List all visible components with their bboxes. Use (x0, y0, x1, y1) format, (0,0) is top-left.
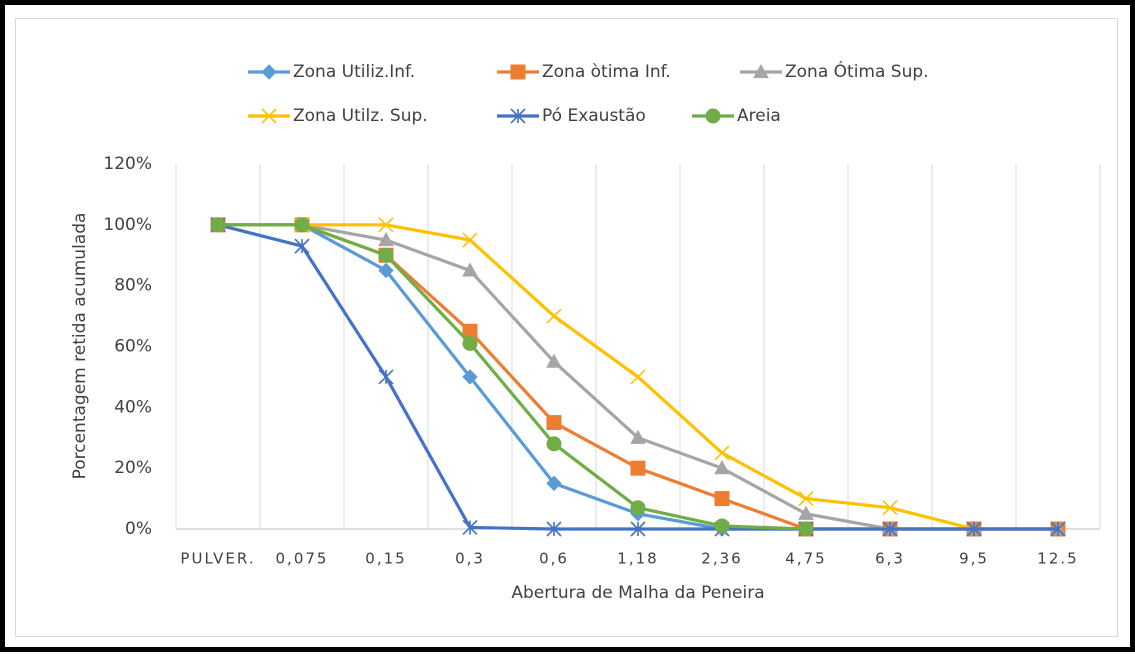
legend-label: Zona òtima Inf. (542, 62, 671, 82)
marker (798, 491, 814, 507)
marker (261, 108, 277, 124)
marker (546, 475, 562, 492)
x-tick-label: 9,5 (959, 550, 989, 568)
marker (546, 436, 562, 452)
legend-label: Pó Exaustão (542, 106, 646, 126)
legend-item: Zona Ótima Sup. (740, 60, 929, 82)
y-tick-label: 80% (114, 276, 152, 296)
marker (462, 262, 478, 277)
marker (705, 108, 721, 124)
marker (378, 247, 394, 263)
marker (798, 521, 814, 537)
marker (546, 521, 562, 537)
legend-item: Areia (692, 106, 781, 126)
chart-area (15, 18, 1118, 637)
marker (966, 521, 982, 537)
x-tick-label: 1,18 (617, 550, 658, 568)
legend-item: Zona Utiliz.Inf. (248, 62, 415, 82)
marker (462, 519, 478, 536)
marker (378, 232, 394, 247)
y-tick-label: 60% (114, 337, 152, 357)
x-axis-title: Abertura de Malha da Peneira (511, 583, 764, 603)
marker (798, 505, 814, 520)
marker (294, 217, 310, 233)
x-tick-label: 0,6 (539, 550, 569, 568)
y-tick-label: 100% (103, 215, 152, 235)
x-tick-label: 6,3 (875, 550, 905, 568)
legend-label: Zona Utilz. Sup. (293, 106, 428, 126)
marker (714, 518, 730, 534)
marker (546, 353, 562, 368)
marker (714, 460, 730, 475)
marker (630, 429, 646, 444)
x-tick-label: 0,3 (455, 550, 485, 568)
x-tick-label: 12.5 (1037, 550, 1078, 568)
series-line (218, 223, 807, 531)
y-tick-label: 0% (125, 519, 152, 539)
marker (546, 308, 562, 324)
legend-item: Pó Exaustão (497, 106, 646, 126)
x-tick-label: 2,36 (701, 550, 742, 568)
marker (378, 217, 394, 233)
legend-item: Zona òtima Inf. (497, 62, 671, 82)
marker (630, 460, 646, 476)
marker (630, 369, 646, 385)
x-tick-label: PULVER. (180, 550, 255, 568)
marker (714, 491, 730, 507)
marker (462, 335, 478, 351)
marker (210, 217, 226, 233)
marker (462, 369, 478, 385)
legend-label: Zona Utiliz.Inf. (293, 62, 415, 82)
marker (630, 521, 646, 537)
y-tick-label: 40% (114, 397, 152, 417)
marker (510, 108, 526, 124)
legend-item: Zona Utilz. Sup. (248, 106, 428, 126)
marker (714, 445, 730, 461)
y-tick-label: 20% (114, 458, 152, 478)
marker (510, 64, 526, 80)
marker (882, 500, 898, 516)
legend-label: Areia (737, 106, 781, 126)
marker (462, 232, 478, 248)
y-tick-label: 120% (103, 154, 152, 174)
marker (630, 500, 646, 516)
marker (261, 64, 277, 80)
marker (378, 262, 394, 279)
marker (294, 238, 310, 254)
x-tick-label: 4,75 (785, 550, 826, 568)
marker (753, 63, 769, 79)
marker (1050, 521, 1066, 537)
legend-label: Zona Ótima Sup. (785, 60, 929, 82)
marker (378, 369, 394, 385)
y-axis-title: Porcentagem retida acumulada (70, 213, 90, 480)
x-tick-label: 0,075 (276, 550, 329, 568)
x-tick-label: 0,15 (365, 550, 406, 568)
marker (882, 521, 898, 537)
marker (546, 415, 562, 431)
